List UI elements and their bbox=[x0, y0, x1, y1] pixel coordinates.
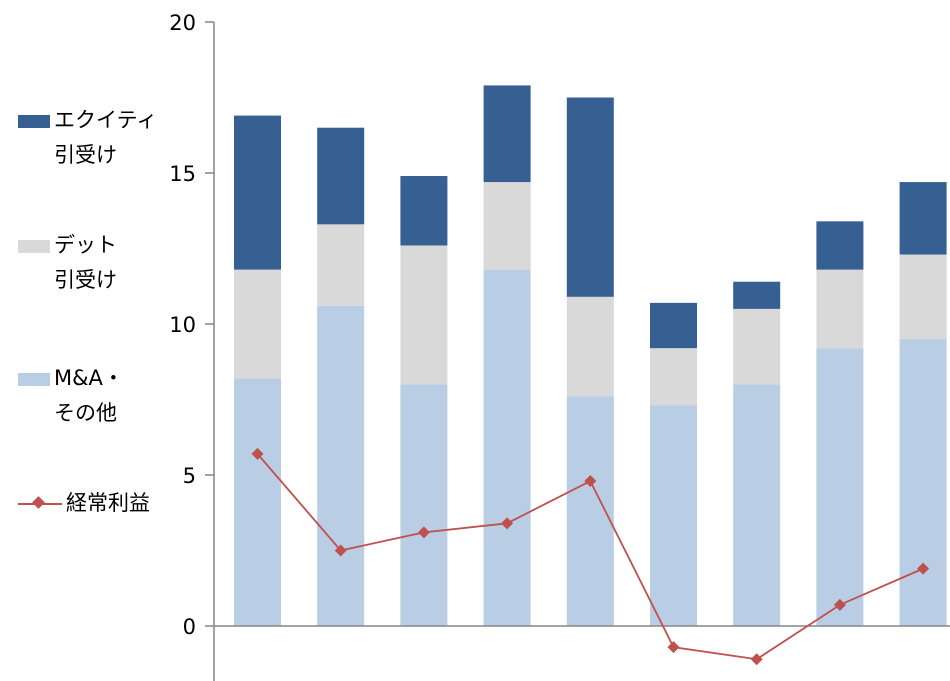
bar-segment-s2-c1 bbox=[317, 127, 365, 225]
bar-segment-s1-c1 bbox=[317, 224, 365, 306]
legend-label-ma: M&A・ その他 bbox=[54, 366, 124, 425]
bar-segment-s2-c3 bbox=[483, 85, 531, 183]
bar-segment-s0-c7 bbox=[816, 348, 864, 626]
bar-segment-s2-c0 bbox=[234, 115, 281, 270]
bar-segment-s0-c8 bbox=[899, 339, 947, 626]
bar-segment-s2-c8 bbox=[899, 182, 947, 255]
bar-segment-s1-c6 bbox=[733, 308, 781, 385]
bar-segment-s0-c1 bbox=[317, 305, 365, 626]
bar-segment-s0-c2 bbox=[400, 384, 448, 626]
y-tick-label: 20 bbox=[169, 11, 196, 35]
legend: エクイティ 引受け デット 引受け M&A・ その他 経常利益 bbox=[18, 0, 218, 681]
bar-segment-s1-c0 bbox=[234, 269, 281, 379]
legend-label-debt: デット 引受け bbox=[54, 233, 117, 292]
line-series bbox=[251, 447, 930, 666]
bar-group bbox=[234, 85, 947, 626]
bar-segment-s2-c6 bbox=[733, 281, 781, 309]
bar-segment-s0-c0 bbox=[234, 378, 281, 626]
line-point-5 bbox=[667, 641, 680, 654]
line-point-3 bbox=[501, 517, 514, 530]
line-point-6 bbox=[750, 653, 763, 666]
bar-segment-s2-c2 bbox=[400, 176, 448, 246]
line-point-4 bbox=[584, 475, 597, 488]
y-tick-label: 10 bbox=[169, 313, 196, 337]
bar-segment-s1-c2 bbox=[400, 245, 448, 385]
bar-segment-s0-c6 bbox=[733, 384, 781, 626]
axes: 0 5 10 15 20 bbox=[169, 11, 950, 681]
line-point-7 bbox=[833, 598, 846, 611]
y-ticks: 0 5 10 15 20 bbox=[169, 11, 214, 639]
bar-segment-s2-c5 bbox=[650, 302, 697, 349]
bar-segment-s1-c7 bbox=[816, 269, 864, 349]
legend-swatch-debt bbox=[18, 240, 50, 253]
legend-label-equity: エクイティ 引受け bbox=[54, 108, 158, 167]
bar-segment-s2-c4 bbox=[566, 97, 614, 297]
legend-marker-ordinary-profit bbox=[32, 496, 45, 509]
line-point-8 bbox=[917, 562, 930, 575]
bar-segment-s1-c4 bbox=[566, 296, 614, 397]
line-point-0 bbox=[251, 447, 264, 460]
bar-segment-s1-c5 bbox=[650, 348, 697, 406]
bar-segment-s0-c3 bbox=[483, 269, 531, 626]
bar-segment-s1-c8 bbox=[899, 254, 947, 340]
legend-label-ordinary-profit: 経常利益 bbox=[66, 491, 150, 515]
bar-segment-s1-c3 bbox=[483, 182, 531, 270]
legend-swatch-ma bbox=[18, 373, 50, 386]
legend-swatch-equity bbox=[18, 115, 50, 128]
line-point-2 bbox=[417, 526, 430, 539]
y-tick-label: 0 bbox=[183, 615, 196, 639]
bar-segment-s0-c4 bbox=[566, 396, 614, 626]
bar-segment-s2-c7 bbox=[816, 221, 864, 270]
y-tick-label: 5 bbox=[183, 464, 196, 488]
y-tick-label: 15 bbox=[169, 162, 196, 186]
bar-segment-s0-c5 bbox=[650, 405, 697, 626]
line-point-1 bbox=[334, 544, 347, 557]
